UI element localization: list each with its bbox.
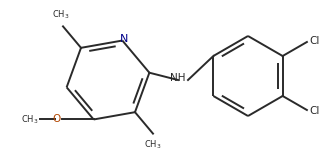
Text: CH$_3$: CH$_3$ bbox=[144, 139, 162, 151]
Text: N: N bbox=[120, 34, 129, 43]
Text: Cl: Cl bbox=[309, 106, 319, 116]
Text: CH$_3$: CH$_3$ bbox=[52, 9, 70, 21]
Text: NH: NH bbox=[170, 73, 186, 83]
Text: CH$_3$: CH$_3$ bbox=[21, 113, 39, 126]
Text: Cl: Cl bbox=[309, 36, 319, 46]
Text: O: O bbox=[52, 114, 61, 124]
